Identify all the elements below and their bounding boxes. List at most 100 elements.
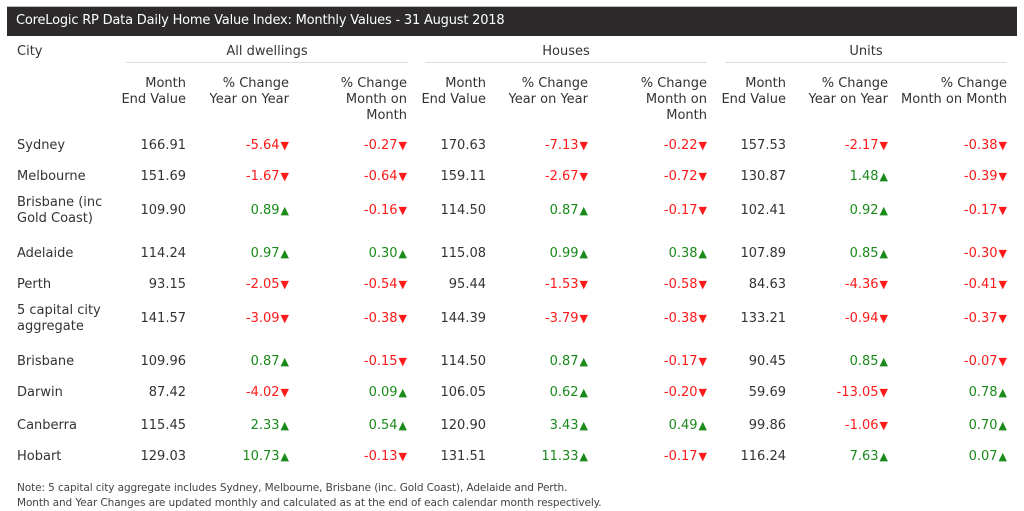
all-dwellings-pct-change-month: -0.13▼	[364, 449, 407, 464]
units-month-end-value: 130.87	[740, 169, 787, 184]
change-value: -1.06	[844, 418, 879, 433]
change-value: -0.38	[363, 311, 398, 326]
change-value: -0.15	[363, 354, 398, 369]
down-triangle-icon: ▼	[579, 139, 588, 152]
all-dwellings-month-end-value: 109.90	[140, 203, 187, 218]
up-triangle-icon: ▲	[698, 419, 707, 432]
up-triangle-icon: ▲	[398, 386, 407, 399]
change-value: 1.48	[849, 169, 879, 184]
units-pct-change-year: 0.85▲	[850, 246, 888, 261]
all-dwellings-pct-change-month: 0.30▲	[369, 246, 407, 261]
change-value: 0.30	[368, 246, 398, 261]
down-triangle-icon: ▼	[398, 170, 407, 183]
units-pct-change-month: 0.70▲	[969, 418, 1007, 433]
change-value: -0.38	[663, 311, 698, 326]
change-value: 0.07	[968, 449, 998, 464]
houses-month-end-value: 95.44	[448, 277, 486, 292]
up-triangle-icon: ▲	[579, 386, 588, 399]
down-triangle-icon: ▼	[998, 312, 1007, 325]
change-value: -2.17	[844, 138, 879, 153]
units-month-end-value: 157.53	[740, 138, 787, 153]
all-dwellings-month-end-value: 115.45	[140, 418, 187, 433]
down-triangle-icon: ▼	[579, 312, 588, 325]
units-pct-change-year: 7.63▲	[850, 449, 888, 464]
down-triangle-icon: ▼	[698, 139, 707, 152]
units-pct-change-month: -0.07▼	[964, 354, 1007, 369]
change-value: -2.67	[544, 169, 579, 184]
down-triangle-icon: ▼	[998, 247, 1007, 260]
change-value: -3.79	[544, 311, 579, 326]
all-dwellings-pct-change-year: -1.67▼	[246, 169, 289, 184]
units-pct-change-month: 0.07▲	[969, 449, 1007, 464]
change-value: 0.85	[849, 354, 879, 369]
group-header-houses: Houses	[425, 44, 707, 63]
change-value: -3.09	[245, 311, 280, 326]
down-triangle-icon: ▼	[698, 386, 707, 399]
change-value: -0.17	[963, 203, 998, 218]
group-header-units: Units	[725, 44, 1007, 63]
column-header-all-dwellings-pct-change-year: % Change Year on Year	[209, 76, 289, 107]
up-triangle-icon: ▲	[579, 450, 588, 463]
city-name: Melbourne	[17, 169, 86, 184]
all-dwellings-month-end-value: 87.42	[148, 385, 186, 400]
units-pct-change-month: -0.38▼	[964, 138, 1007, 153]
column-header-units-month-end-value: Month End Value	[721, 76, 786, 107]
change-value: 0.49	[668, 418, 698, 433]
change-value: -0.39	[963, 169, 998, 184]
down-triangle-icon: ▼	[398, 312, 407, 325]
houses-month-end-value: 106.05	[440, 385, 487, 400]
up-triangle-icon: ▲	[280, 355, 289, 368]
houses-pct-change-year: 0.87▲	[550, 203, 588, 218]
houses-pct-change-month: -0.38▼	[664, 311, 707, 326]
change-value: -0.72	[663, 169, 698, 184]
up-triangle-icon: ▲	[879, 355, 888, 368]
houses-pct-change-year: -3.79▼	[545, 311, 588, 326]
houses-month-end-value: 144.39	[440, 311, 487, 326]
all-dwellings-month-end-value: 166.91	[140, 138, 187, 153]
city-name: Sydney	[17, 138, 66, 153]
houses-pct-change-year: -1.53▼	[545, 277, 588, 292]
all-dwellings-pct-change-month: -0.16▼	[364, 203, 407, 218]
down-triangle-icon: ▼	[398, 355, 407, 368]
up-triangle-icon: ▲	[579, 204, 588, 217]
table-title: CoreLogic RP Data Daily Home Value Index…	[16, 13, 505, 28]
units-pct-change-year: -1.06▼	[845, 418, 888, 433]
houses-pct-change-month: -0.17▼	[664, 354, 707, 369]
up-triangle-icon: ▲	[579, 247, 588, 260]
units-month-end-value: 90.45	[748, 354, 786, 369]
change-value: 0.87	[250, 354, 280, 369]
down-triangle-icon: ▼	[998, 170, 1007, 183]
all-dwellings-pct-change-month: 0.09▲	[369, 385, 407, 400]
down-triangle-icon: ▼	[998, 278, 1007, 291]
down-triangle-icon: ▼	[698, 450, 707, 463]
change-value: -2.05	[245, 277, 280, 292]
down-triangle-icon: ▼	[280, 170, 289, 183]
down-triangle-icon: ▼	[698, 204, 707, 217]
change-value: -0.41	[963, 277, 998, 292]
change-value: 0.38	[668, 246, 698, 261]
houses-pct-change-month: 0.38▲	[669, 246, 707, 261]
table-title-bar: CoreLogic RP Data Daily Home Value Index…	[7, 6, 1017, 36]
column-header-houses-month-end-value: Month End Value	[421, 76, 486, 107]
city-name: Perth	[17, 277, 52, 292]
units-month-end-value: 99.86	[748, 418, 786, 433]
up-triangle-icon: ▲	[879, 204, 888, 217]
change-value: 0.78	[968, 385, 998, 400]
down-triangle-icon: ▼	[879, 386, 888, 399]
down-triangle-icon: ▼	[998, 355, 1007, 368]
units-pct-change-year: -13.05▼	[837, 385, 888, 400]
houses-pct-change-month: -0.17▼	[664, 449, 707, 464]
change-value: 0.62	[549, 385, 579, 400]
change-value: -0.13	[363, 449, 398, 464]
down-triangle-icon: ▼	[998, 139, 1007, 152]
column-header-houses-pct-change-year: % Change Year on Year	[508, 76, 588, 107]
up-triangle-icon: ▲	[280, 204, 289, 217]
units-month-end-value: 116.24	[740, 449, 787, 464]
change-value: -0.17	[663, 354, 698, 369]
houses-pct-change-year: 0.62▲	[550, 385, 588, 400]
houses-month-end-value: 114.50	[440, 203, 487, 218]
column-header-units-pct-change-month: % Change Month on Month	[901, 76, 1007, 107]
city-name: 5 capital city aggregate	[17, 303, 101, 334]
change-value: 2.33	[250, 418, 280, 433]
all-dwellings-pct-change-month: -0.38▼	[364, 311, 407, 326]
